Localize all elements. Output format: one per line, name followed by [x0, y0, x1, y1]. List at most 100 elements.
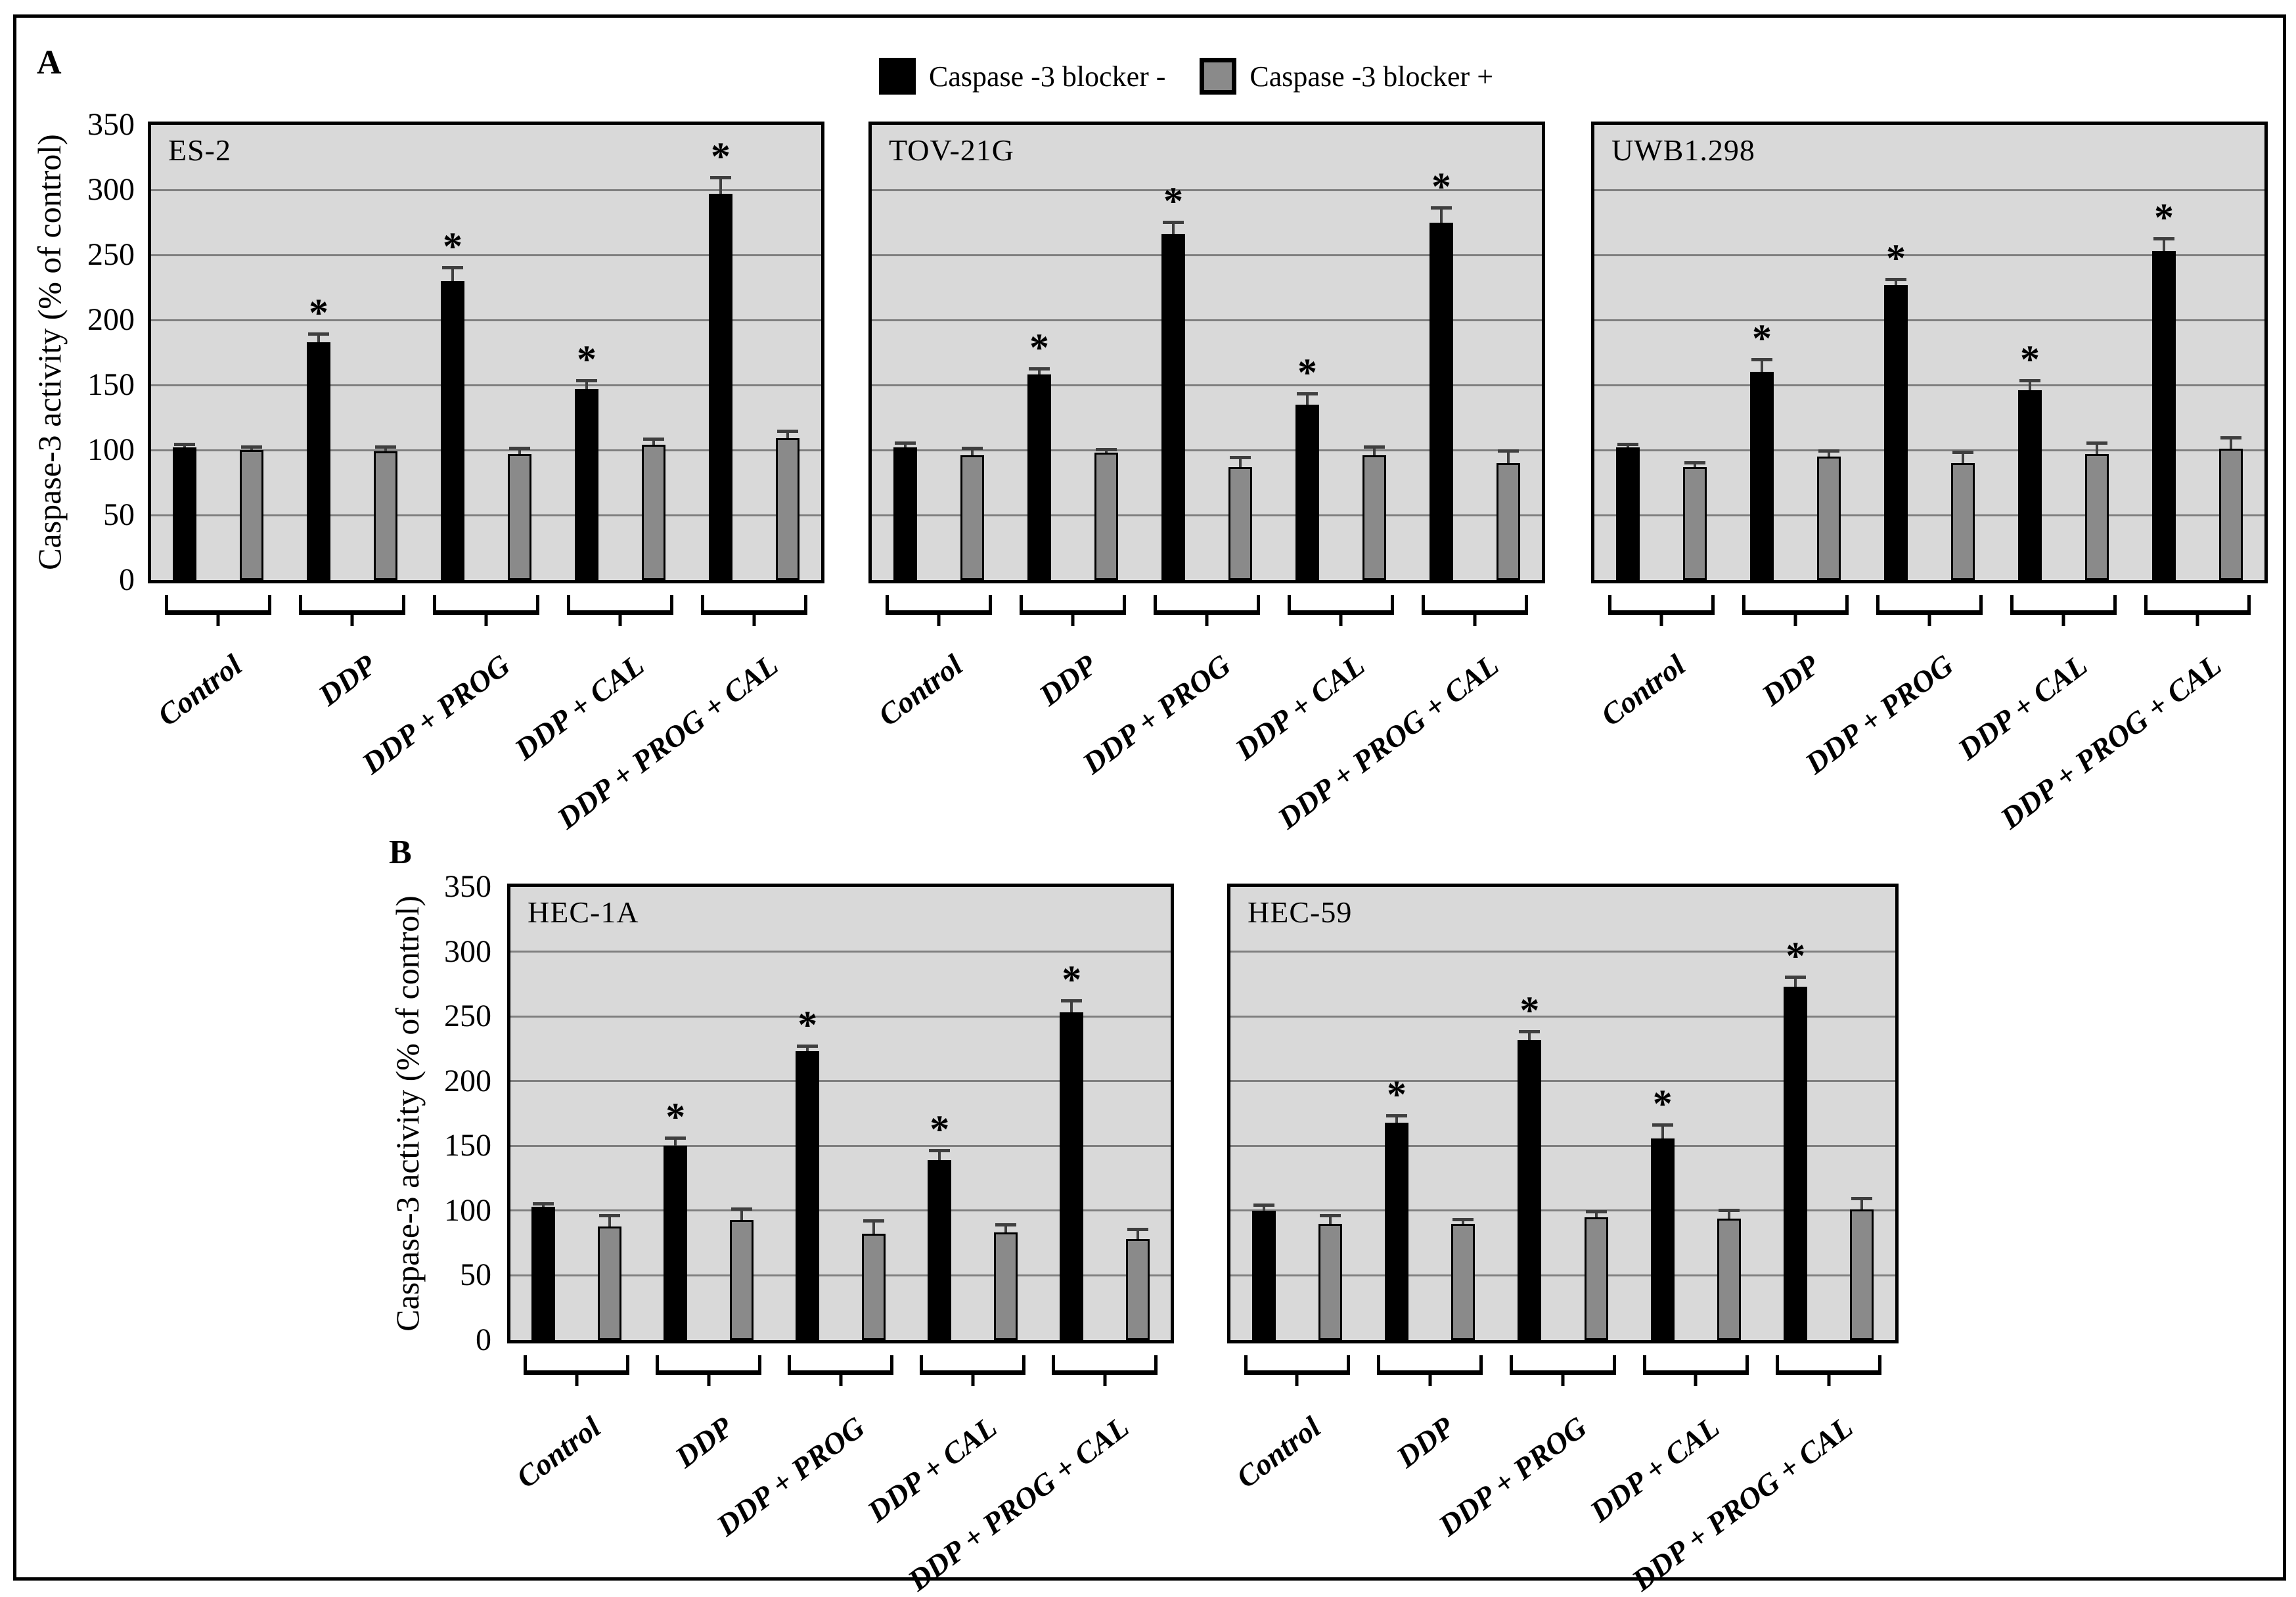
bar-black-ddp-prog-cal — [709, 193, 732, 580]
error-bar-stem — [1440, 208, 1443, 223]
gridline-250 — [1594, 254, 2264, 256]
group-bracket-ddp-cal — [1288, 595, 1394, 626]
gridline-50 — [1594, 514, 2264, 516]
error-bar-stem — [806, 1046, 809, 1052]
error-bar-cap — [1818, 449, 1839, 453]
bar-gray-ddp — [1094, 453, 1118, 580]
legend-label-blocker-minus: Caspase -3 blocker - — [929, 60, 1166, 93]
bar-black-ddp-cal — [575, 388, 598, 580]
error-bar-stem — [1172, 222, 1175, 235]
error-bar-cap — [1498, 449, 1519, 453]
error-bar-stem — [719, 178, 722, 194]
legend: Caspase -3 blocker - Caspase -3 blocker … — [879, 58, 1493, 95]
significance-asterisk: * — [309, 290, 328, 334]
panel-a-label: A — [37, 44, 62, 81]
error-bar-stem — [384, 447, 387, 451]
group-bracket-ddp-prog-cal — [2144, 595, 2251, 626]
group-bracket-ddp-prog-cal — [1052, 1355, 1158, 1386]
error-bar-cap — [1519, 1029, 1541, 1033]
bar-gray-ddp-prog — [861, 1234, 886, 1340]
bar-gray-ddp-prog — [1951, 462, 1975, 580]
error-bar-stem — [1860, 1199, 1864, 1209]
error-bar-stem — [2163, 239, 2165, 252]
gridline-150 — [872, 384, 1542, 386]
error-bar-stem — [1462, 1219, 1465, 1224]
error-bar-stem — [1105, 450, 1108, 453]
bracket-stem — [1793, 610, 1797, 626]
error-bar-cap — [962, 447, 983, 450]
gridline-300 — [510, 951, 1171, 953]
error-bar-cap — [1096, 448, 1117, 451]
gridline-250 — [510, 1015, 1171, 1018]
gridline-150 — [151, 384, 821, 386]
bar-black-ddp-prog-cal — [2152, 251, 2176, 580]
error-bar-cap — [1617, 443, 1638, 447]
group-bracket-ddp-prog — [788, 1355, 893, 1386]
error-bar-cap — [710, 176, 731, 180]
error-bar-cap — [1253, 1203, 1274, 1207]
bracket-stem — [1103, 1370, 1107, 1386]
bar-gray-ddp-prog — [1228, 466, 1252, 580]
error-bar-stem — [740, 1209, 743, 1220]
gridline-300 — [151, 189, 821, 191]
error-bar-cap — [797, 1044, 819, 1048]
significance-asterisk: * — [2154, 196, 2174, 240]
bar-black-ddp-prog-cal — [1060, 1012, 1084, 1340]
group-bracket-ddp — [1742, 595, 1849, 626]
significance-asterisk: * — [1297, 350, 1317, 394]
group-bracket-ddp — [1020, 595, 1126, 626]
error-bar-cap — [375, 445, 396, 449]
y-tick-label-0: 0 — [476, 1322, 491, 1357]
gridline-250 — [151, 254, 821, 256]
significance-asterisk: * — [665, 1094, 686, 1138]
group-bracket-ddp-prog — [1154, 595, 1260, 626]
bracket-stem — [1428, 1370, 1432, 1386]
gridline-50 — [510, 1274, 1171, 1276]
error-bar-cap — [2086, 441, 2107, 445]
bar-black-ddp — [307, 342, 330, 580]
error-bar-cap — [1585, 1209, 1607, 1213]
significance-asterisk: * — [1029, 326, 1049, 370]
bar-gray-ddp-prog-cal — [776, 438, 799, 580]
bar-black-ddp-prog — [1518, 1039, 1542, 1340]
bar-gray-ddp-prog-cal — [1850, 1209, 1874, 1340]
gridline-150 — [1230, 1144, 1895, 1147]
group-bracket-ddp-prog — [433, 595, 539, 626]
error-bar-cap — [777, 430, 798, 434]
significance-asterisk: * — [1519, 988, 1540, 1032]
error-bar-cap — [576, 379, 597, 383]
significance-asterisk: * — [1652, 1081, 1673, 1125]
gridline-100 — [151, 449, 821, 451]
bracket-stem — [971, 1370, 975, 1386]
y-tick-label-350: 350 — [444, 869, 491, 904]
error-bar-cap — [1684, 461, 1705, 464]
gridline-200 — [1594, 319, 2264, 321]
error-bar-stem — [1328, 1215, 1332, 1224]
y-tick-label-100: 100 — [87, 432, 135, 467]
error-bar-stem — [1306, 394, 1309, 405]
bar-gray-ddp-prog-cal — [1497, 462, 1520, 580]
error-bar-stem — [904, 443, 907, 447]
bracket-stem — [1295, 1370, 1299, 1386]
error-bar-cap — [1452, 1217, 1474, 1221]
y-tick-label-250: 250 — [444, 999, 491, 1034]
error-bar-cap — [1652, 1123, 1673, 1127]
error-bar-stem — [451, 267, 454, 281]
error-bar-cap — [1386, 1113, 1407, 1117]
group-bracket-ddp — [1377, 1355, 1483, 1386]
error-bar-stem — [1004, 1225, 1007, 1233]
bar-gray-ddp — [374, 451, 397, 580]
error-bar-stem — [786, 432, 789, 439]
group-bracket-ddp-prog-cal — [1422, 595, 1528, 626]
bracket-stem — [1339, 610, 1343, 626]
bar-black-ddp-prog-cal — [1429, 222, 1453, 580]
bar-black-ddp-prog-cal — [1784, 986, 1808, 1340]
significance-asterisk: * — [930, 1108, 950, 1152]
error-bar-cap — [731, 1207, 752, 1211]
group-bracket-ddp-prog — [1510, 1355, 1616, 1386]
plot-area-tov-21g: * * * * TOV-21G — [868, 122, 1545, 583]
bar-black-ddp — [664, 1146, 688, 1340]
group-bracket-ddp — [299, 595, 405, 626]
error-bar-stem — [674, 1138, 677, 1146]
